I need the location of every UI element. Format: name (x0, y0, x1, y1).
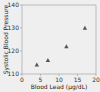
x-tick-label: 20 (92, 76, 100, 83)
x-tick-label: 5 (39, 76, 43, 83)
x-tick-label: 15 (74, 76, 82, 83)
y-axis-label: Systolic Blood Pressure (2, 4, 10, 74)
points (35, 26, 88, 67)
x-tick-label: 10 (55, 76, 63, 83)
point (83, 26, 87, 30)
chart-container: 0 5 10 15 20 110 120 130 140 Blood Lead (μg/dL) Sy… (0, 0, 100, 92)
chart: 0 5 10 15 20 110 120 130 140 Blood Lead (μg/dL) Sy… (0, 0, 100, 92)
x-axis-label: Blood Lead (μg/dL) (31, 83, 88, 91)
background (0, 0, 100, 92)
x-tick-label: 0 (20, 76, 24, 83)
y-tick-label: 110 (8, 70, 20, 77)
y-tick (20, 51, 22, 52)
y-tick-label: 130 (8, 24, 20, 31)
point (35, 63, 39, 67)
y-tick (20, 74, 22, 75)
y-tick-label: 140 (8, 1, 20, 8)
y-tick-label: 120 (8, 47, 20, 54)
plot-frame (22, 5, 96, 74)
point (46, 58, 50, 62)
point (64, 44, 68, 48)
y-tick (20, 28, 22, 29)
y-tick (20, 5, 22, 6)
